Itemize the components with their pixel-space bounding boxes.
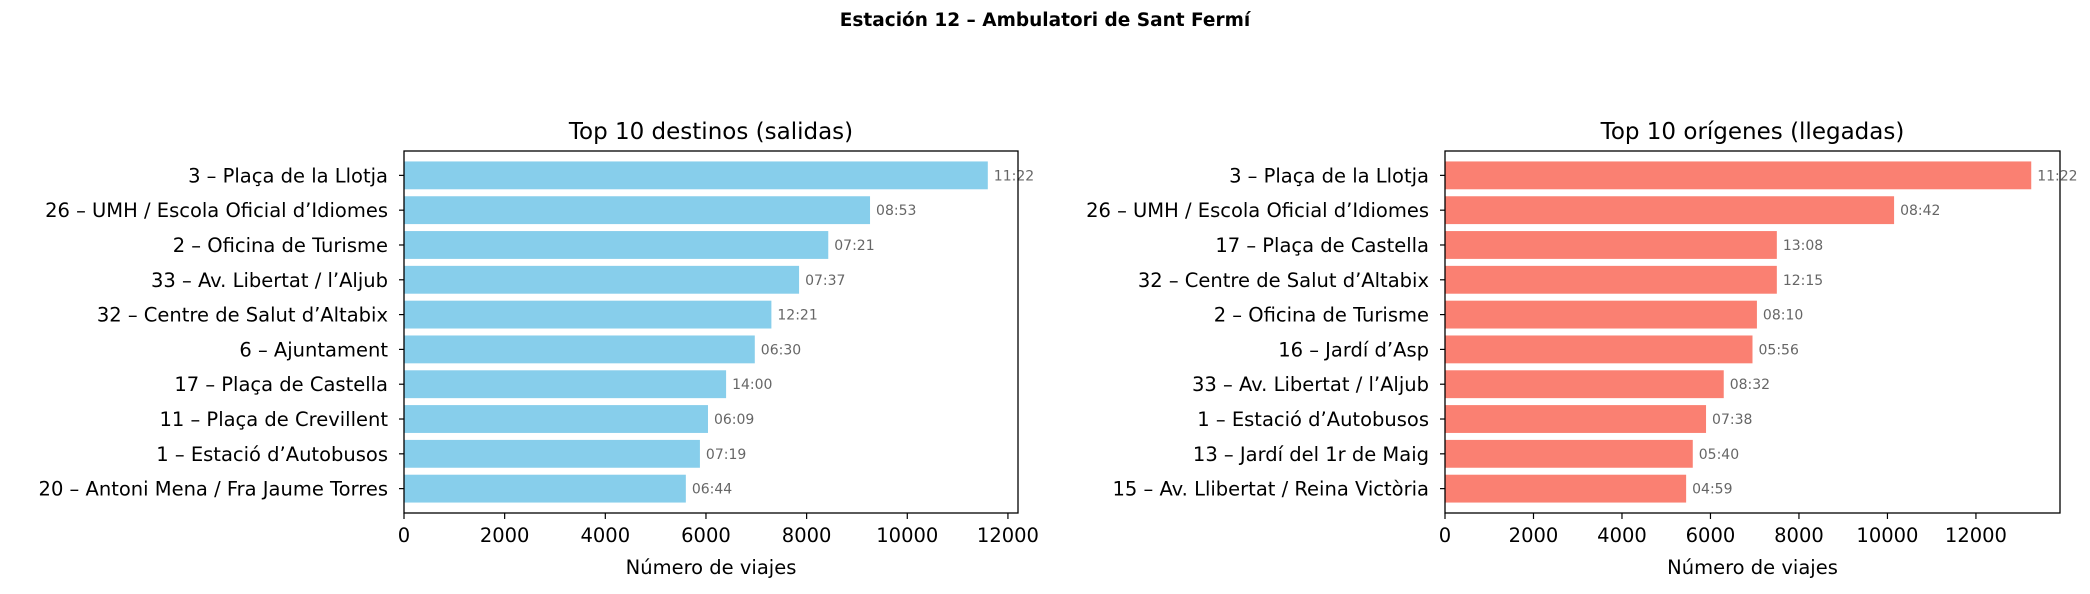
bar-annotation: 08:42 bbox=[1900, 203, 1940, 219]
bar-annotation: 06:09 bbox=[714, 412, 754, 428]
bar bbox=[1445, 196, 1895, 225]
category-label: 6 – Ajuntament bbox=[239, 338, 388, 361]
bar bbox=[1445, 474, 1687, 503]
x-tick-label: 12000 bbox=[977, 524, 1039, 547]
category-label: 13 – Jardí del 1r de Maig bbox=[1193, 443, 1429, 466]
category-label: 32 – Centre de Salut d’Altabix bbox=[1138, 269, 1429, 292]
bar-annotation: 07:38 bbox=[1712, 412, 1752, 428]
bar bbox=[404, 231, 829, 259]
bar bbox=[1445, 231, 1777, 259]
bar-annotation: 07:21 bbox=[834, 238, 874, 254]
bar-annotation: 12:21 bbox=[777, 308, 817, 324]
x-tick-label: 0 bbox=[1439, 524, 1451, 547]
x-tick-label: 8000 bbox=[1774, 524, 1824, 547]
bar bbox=[404, 265, 800, 294]
panel-title: Top 10 orígenes (llegadas) bbox=[1600, 119, 1905, 145]
panel-title: Top 10 destinos (salidas) bbox=[568, 119, 853, 145]
category-label: 3 – Plaça de la Llotja bbox=[1229, 164, 1429, 187]
x-tick-label: 4000 bbox=[580, 524, 630, 547]
bar bbox=[404, 335, 755, 364]
x-tick-label: 10000 bbox=[1856, 524, 1918, 547]
bar-annotation: 08:10 bbox=[1763, 308, 1803, 324]
x-tick-label: 2000 bbox=[1509, 524, 1559, 547]
category-label: 1 – Estació d’Autobusos bbox=[1197, 408, 1429, 431]
bar-annotation: 11:22 bbox=[994, 168, 1034, 184]
category-label: 2 – Oficina de Turisme bbox=[1214, 304, 1429, 327]
x-tick-label: 0 bbox=[398, 524, 410, 547]
x-tick-label: 4000 bbox=[1597, 524, 1647, 547]
bar-annotation: 08:32 bbox=[1730, 377, 1770, 393]
bar bbox=[1445, 370, 1724, 399]
category-label: 17 – Plaça de Castella bbox=[1215, 234, 1429, 257]
bar bbox=[1445, 335, 1753, 364]
bar-annotation: 12:15 bbox=[1783, 273, 1823, 289]
bar bbox=[404, 474, 686, 503]
bar bbox=[1445, 265, 1777, 294]
bar-annotation: 07:37 bbox=[805, 273, 845, 289]
bar bbox=[404, 405, 708, 433]
category-label: 16 – Jardí d’Asp bbox=[1278, 338, 1429, 361]
category-label: 33 – Av. Libertat / l’Aljub bbox=[151, 269, 388, 292]
figure-title: Estación 12 – Ambulatori de Sant Fermí bbox=[839, 10, 1251, 31]
bar bbox=[1445, 161, 2032, 190]
category-label: 33 – Av. Libertat / l’Aljub bbox=[1192, 373, 1429, 396]
bar bbox=[1445, 439, 1693, 468]
x-tick-label: 8000 bbox=[782, 524, 832, 547]
bar bbox=[1445, 300, 1757, 329]
plot-frame bbox=[403, 150, 1019, 514]
x-axis-label: Número de viajes bbox=[626, 556, 797, 579]
bar bbox=[404, 439, 700, 468]
bar-annotation: 05:40 bbox=[1699, 447, 1739, 463]
bar-annotation: 07:19 bbox=[706, 447, 746, 463]
bar-annotation: 06:44 bbox=[692, 482, 732, 498]
category-label: 17 – Plaça de Castella bbox=[174, 373, 388, 396]
bar-annotation: 04:59 bbox=[1692, 482, 1732, 498]
x-tick-label: 12000 bbox=[1945, 524, 2007, 547]
x-tick-label: 6000 bbox=[681, 524, 731, 547]
bar-annotation: 08:53 bbox=[876, 203, 916, 219]
plot-frame bbox=[1444, 150, 2061, 514]
category-label: 26 – UMH / Escola Oficial d’Idiomes bbox=[45, 199, 388, 222]
x-tick-label: 2000 bbox=[480, 524, 530, 547]
bar-annotation: 11:22 bbox=[2037, 168, 2077, 184]
x-tick-label: 10000 bbox=[876, 524, 938, 547]
category-label: 15 – Av. Llibertat / Reina Victòria bbox=[1113, 478, 1430, 501]
x-tick-label: 6000 bbox=[1686, 524, 1736, 547]
category-label: 32 – Centre de Salut d’Altabix bbox=[97, 304, 388, 327]
category-label: 1 – Estació d’Autobusos bbox=[156, 443, 388, 466]
bar-annotation: 14:00 bbox=[732, 377, 772, 393]
bar-annotation: 13:08 bbox=[1783, 238, 1823, 254]
bar bbox=[1445, 405, 1707, 433]
category-label: 2 – Oficina de Turisme bbox=[173, 234, 388, 257]
category-label: 20 – Antoni Mena / Fra Jaume Torres bbox=[39, 478, 388, 501]
bar-annotation: 05:56 bbox=[1759, 342, 1799, 358]
bar-annotation: 06:30 bbox=[761, 342, 801, 358]
bar bbox=[404, 161, 988, 190]
x-axis-label: Número de viajes bbox=[1667, 556, 1838, 579]
category-label: 26 – UMH / Escola Oficial d’Idiomes bbox=[1086, 199, 1429, 222]
bar bbox=[404, 300, 772, 329]
category-label: 11 – Plaça de Crevillent bbox=[159, 408, 388, 431]
bar bbox=[404, 370, 727, 399]
category-label: 3 – Plaça de la Llotja bbox=[188, 164, 388, 187]
bar bbox=[404, 196, 871, 225]
